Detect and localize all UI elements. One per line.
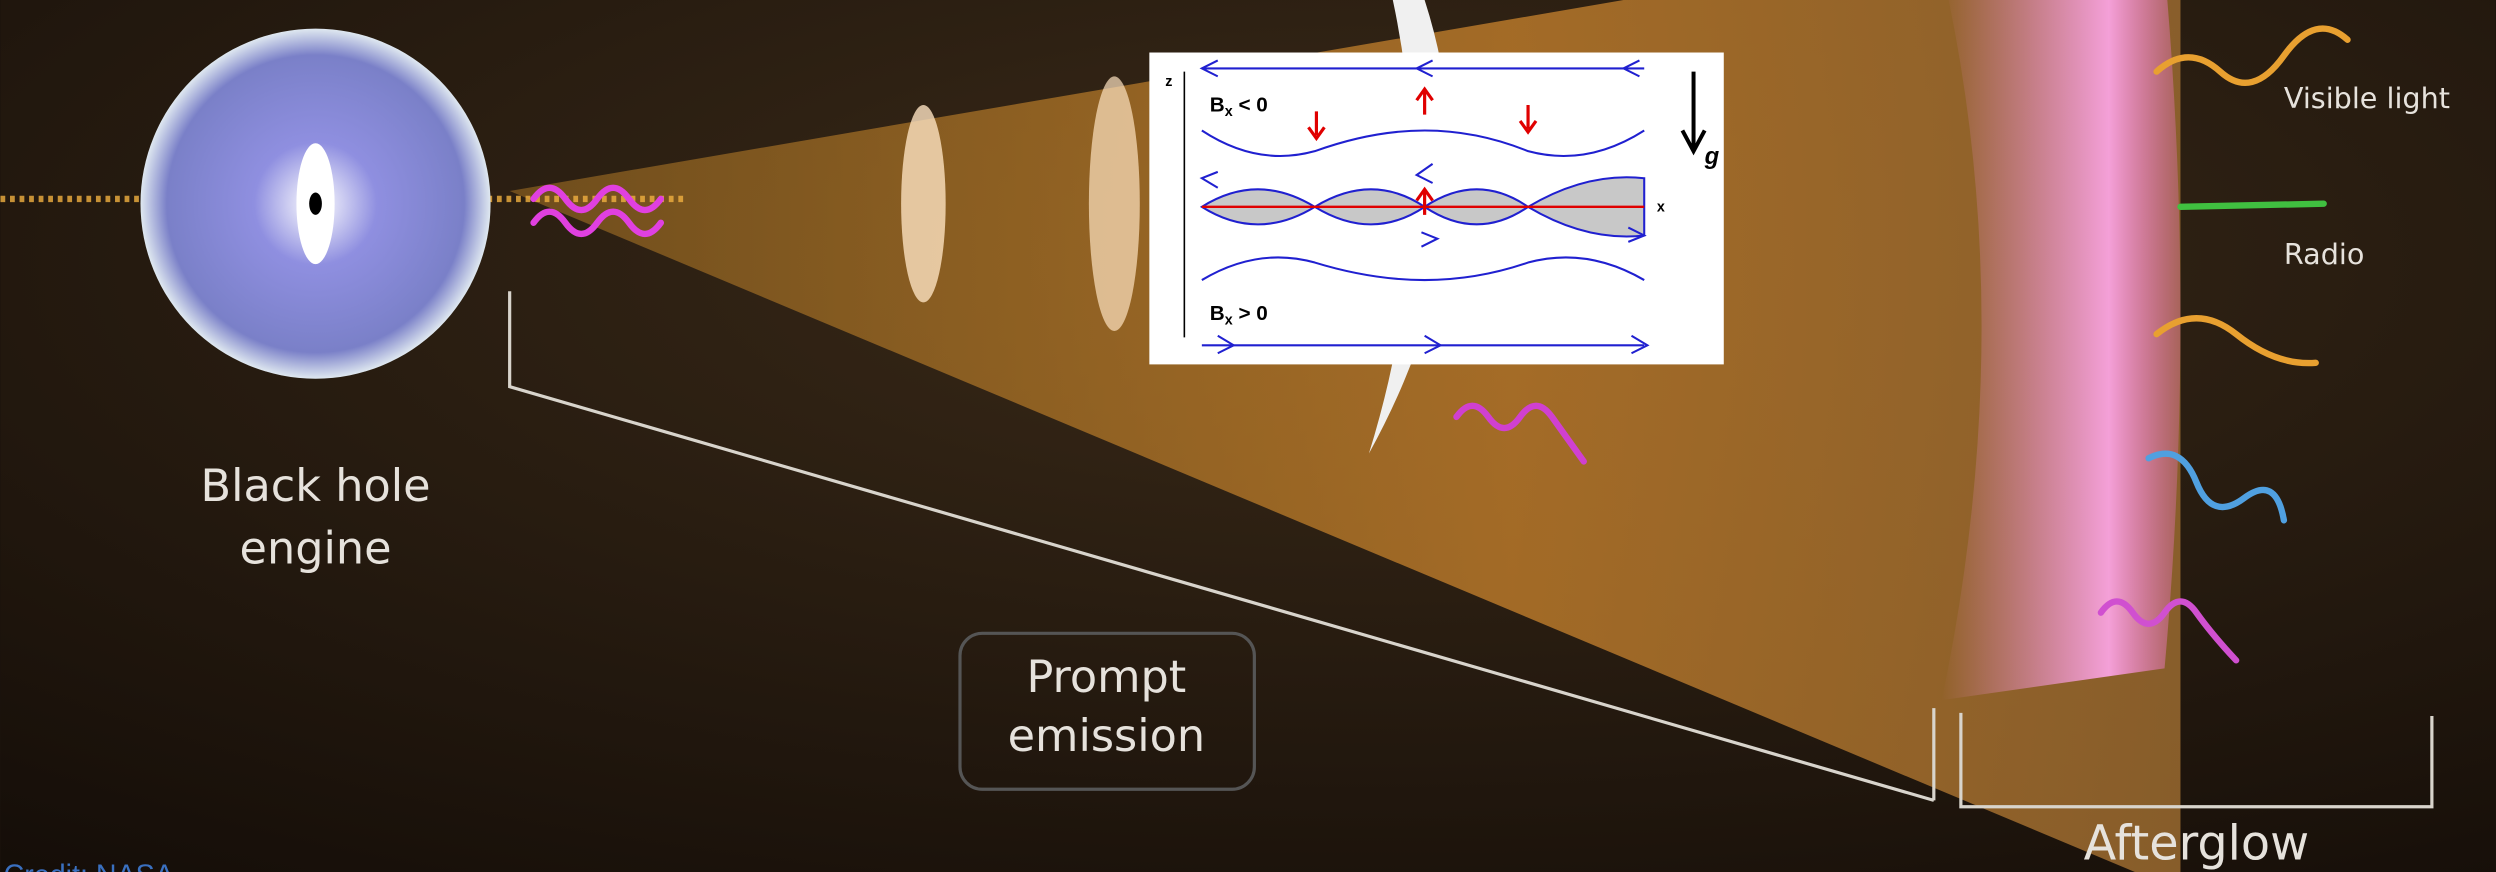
- page: {"labels":{"engine":["Black hole","engin…: [0, 0, 2496, 872]
- label: z: [1165, 74, 1172, 90]
- label: Bx > 0: [1210, 302, 1268, 329]
- inset: g z x Bx < 0 Bx > 0: [1149, 53, 1723, 365]
- credit: Credit: NASA: [4, 860, 175, 872]
- label: Radio: [2284, 237, 2364, 271]
- label-part: B: [1210, 302, 1225, 325]
- label: Visible light: [2284, 81, 2450, 115]
- label: Bx < 0: [1210, 93, 1268, 120]
- label: g: [1704, 143, 1720, 170]
- label: Prompt: [1026, 651, 1186, 703]
- label-part: x: [1225, 104, 1233, 120]
- shell: [901, 105, 946, 302]
- label-part: > 0: [1233, 302, 1268, 325]
- shell: [1089, 76, 1140, 331]
- label-part: < 0: [1233, 93, 1268, 116]
- label: Afterglow: [2084, 816, 2310, 871]
- illustration: Black hole engine Prompt emission Afterg…: [0, 0, 2496, 872]
- hole: [309, 193, 322, 215]
- label: engine: [240, 522, 392, 574]
- label-part: x: [1225, 313, 1233, 329]
- label: Black hole: [201, 460, 431, 512]
- label-part: B: [1210, 93, 1225, 116]
- label: x: [1657, 200, 1665, 216]
- label: emission: [1008, 710, 1205, 762]
